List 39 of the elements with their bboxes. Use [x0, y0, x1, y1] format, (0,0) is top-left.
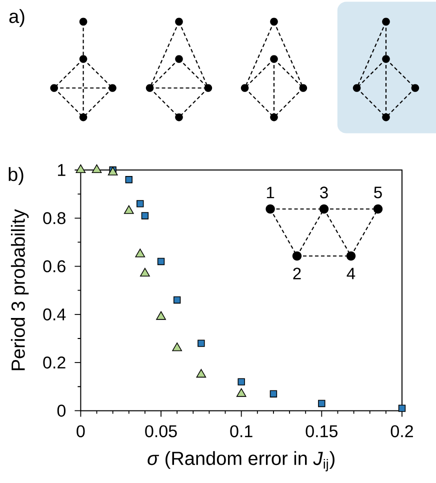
annotation: 4 — [346, 268, 356, 280]
annotation: 2 — [293, 268, 301, 280]
y-tick-label: 0.4 — [43, 308, 66, 320]
y-tick-label: 0.8 — [43, 212, 66, 224]
x-tick-label: 0 — [76, 425, 85, 438]
y-tick-label: 0 — [57, 404, 66, 417]
x-tick-label: 0.2 — [390, 425, 413, 438]
point — [125, 176, 132, 184]
point — [318, 400, 326, 408]
y-tick-label: 1 — [58, 164, 66, 176]
point — [172, 342, 182, 352]
annotation: 3 — [320, 186, 328, 198]
point — [76, 164, 86, 173]
point — [198, 340, 205, 347]
point — [92, 164, 102, 173]
y-tick-label: 0.2 — [43, 356, 66, 369]
point — [173, 296, 181, 304]
point — [140, 268, 150, 276]
annotation: 1 — [266, 186, 274, 198]
point — [238, 378, 245, 386]
x-axis-title: σ (Random error in J$_{ij}$) — [148, 451, 334, 472]
point — [124, 205, 134, 214]
point — [196, 368, 206, 378]
point — [157, 258, 165, 266]
point — [156, 311, 166, 320]
y-axis-title: Period 3 probability — [10, 209, 29, 370]
y-tick-label: 0.6 — [43, 260, 66, 272]
annotation: 5 — [374, 186, 382, 198]
point — [136, 200, 144, 208]
point — [398, 404, 406, 412]
x-tick-label: 0.05 — [145, 425, 177, 438]
point — [135, 248, 146, 258]
point — [236, 388, 246, 397]
text: b) — [8, 167, 24, 185]
x-tick-label: 0.15 — [306, 425, 338, 438]
x-tick-label: 0.1 — [230, 425, 252, 438]
text: a) — [9, 9, 24, 27]
point — [141, 212, 149, 220]
point — [270, 390, 278, 398]
